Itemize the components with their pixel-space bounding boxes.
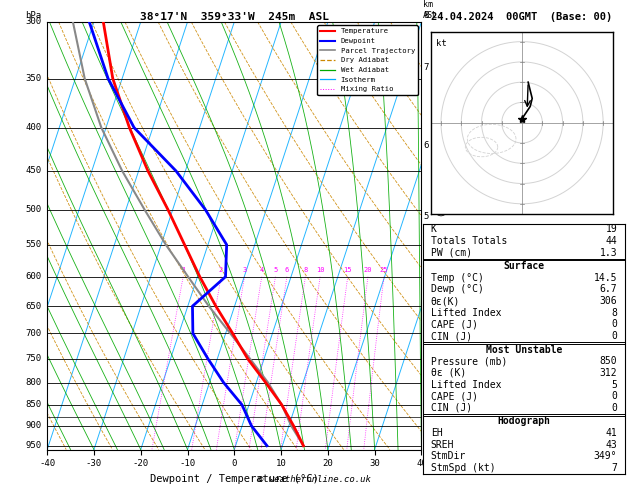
Text: θε (K): θε (K) (431, 368, 466, 378)
Text: 900: 900 (25, 421, 42, 430)
Text: LCL: LCL (422, 412, 437, 421)
Text: 38°17'N  359°33'W  245m  ASL: 38°17'N 359°33'W 245m ASL (140, 12, 329, 22)
Text: CAPE (J): CAPE (J) (431, 319, 478, 330)
Text: 0: 0 (611, 403, 617, 413)
Text: Lifted Index: Lifted Index (431, 308, 501, 318)
Text: 1.3: 1.3 (599, 248, 617, 258)
Text: 349°: 349° (594, 451, 617, 461)
Text: Totals Totals: Totals Totals (431, 236, 507, 246)
Text: 15: 15 (343, 267, 352, 273)
Text: kt: kt (437, 39, 447, 48)
Text: 5: 5 (274, 267, 277, 273)
Text: 400: 400 (25, 123, 42, 132)
Text: 7: 7 (423, 63, 429, 72)
Text: 300: 300 (25, 17, 42, 26)
Text: 8: 8 (611, 308, 617, 318)
Text: 500: 500 (25, 205, 42, 214)
Text: Dewp (°C): Dewp (°C) (431, 284, 484, 295)
Text: 2: 2 (219, 267, 223, 273)
Text: PW (cm): PW (cm) (431, 248, 472, 258)
Text: 8: 8 (423, 11, 429, 20)
Text: 3: 3 (423, 324, 429, 332)
Text: CAPE (J): CAPE (J) (431, 391, 478, 401)
Text: 850: 850 (25, 400, 42, 409)
Text: 312: 312 (599, 368, 617, 378)
Text: 7: 7 (611, 463, 617, 473)
Text: Surface: Surface (503, 261, 545, 271)
Text: 306: 306 (599, 296, 617, 306)
Text: SREH: SREH (431, 440, 454, 450)
Text: 0: 0 (611, 391, 617, 401)
Text: 6.7: 6.7 (599, 284, 617, 295)
Text: © weatheronline.co.uk: © weatheronline.co.uk (258, 474, 371, 484)
Text: Pressure (mb): Pressure (mb) (431, 356, 507, 366)
Text: 6: 6 (423, 141, 429, 150)
Text: Hodograph: Hodograph (498, 417, 550, 426)
Text: 19: 19 (605, 225, 617, 234)
Text: Temp (°C): Temp (°C) (431, 273, 484, 283)
Text: CIN (J): CIN (J) (431, 403, 472, 413)
Text: 8: 8 (303, 267, 308, 273)
Text: 1: 1 (181, 267, 186, 273)
Text: 450: 450 (25, 167, 42, 175)
Text: 5: 5 (611, 380, 617, 390)
Text: 950: 950 (25, 441, 42, 450)
Text: 20: 20 (364, 267, 372, 273)
Text: km
ASL: km ASL (423, 0, 438, 20)
Text: Mixing Ratio (g/kg): Mixing Ratio (g/kg) (438, 185, 447, 287)
Text: 41: 41 (605, 428, 617, 438)
Text: K: K (431, 225, 437, 234)
Text: 10: 10 (316, 267, 325, 273)
Text: 24.04.2024  00GMT  (Base: 00): 24.04.2024 00GMT (Base: 00) (431, 12, 612, 22)
Text: 1: 1 (423, 409, 429, 418)
Text: 5: 5 (423, 212, 429, 222)
Text: 4: 4 (260, 267, 264, 273)
Text: StmSpd (kt): StmSpd (kt) (431, 463, 496, 473)
Text: 3: 3 (242, 267, 247, 273)
Text: 43: 43 (605, 440, 617, 450)
Text: 750: 750 (25, 354, 42, 363)
Text: 600: 600 (25, 272, 42, 281)
Text: 700: 700 (25, 329, 42, 338)
Text: 44: 44 (605, 236, 617, 246)
Text: Lifted Index: Lifted Index (431, 380, 501, 390)
Text: 800: 800 (25, 378, 42, 387)
Text: 4: 4 (423, 272, 429, 281)
Text: 850: 850 (599, 356, 617, 366)
Text: Most Unstable: Most Unstable (486, 345, 562, 355)
Text: 0: 0 (611, 319, 617, 330)
Text: hPa: hPa (25, 11, 42, 20)
X-axis label: Dewpoint / Temperature (°C): Dewpoint / Temperature (°C) (150, 474, 319, 484)
Legend: Temperature, Dewpoint, Parcel Trajectory, Dry Adiabat, Wet Adiabat, Isotherm, Mi: Temperature, Dewpoint, Parcel Trajectory… (318, 25, 418, 95)
Text: EH: EH (431, 428, 443, 438)
Text: 550: 550 (25, 240, 42, 249)
Text: CIN (J): CIN (J) (431, 331, 472, 341)
Text: 2: 2 (423, 369, 429, 378)
Text: 0: 0 (611, 331, 617, 341)
Text: 6: 6 (285, 267, 289, 273)
Text: 25: 25 (380, 267, 388, 273)
Text: 350: 350 (25, 74, 42, 83)
Text: StmDir: StmDir (431, 451, 466, 461)
Text: 14.5: 14.5 (594, 273, 617, 283)
Text: 650: 650 (25, 302, 42, 311)
Text: θε(K): θε(K) (431, 296, 460, 306)
